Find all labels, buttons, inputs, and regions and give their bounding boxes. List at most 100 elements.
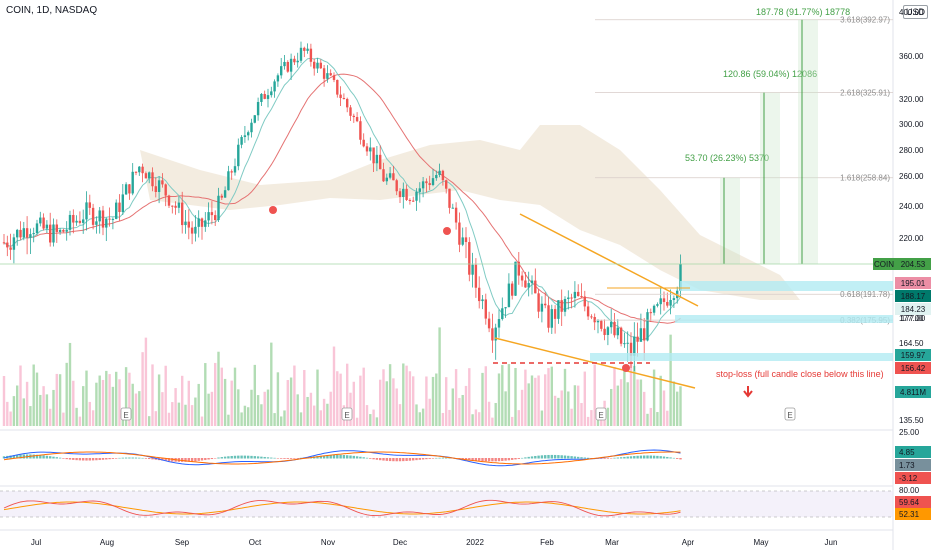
candle-body <box>616 327 619 336</box>
macd-histogram-bar <box>415 458 418 461</box>
candle-body <box>237 144 240 167</box>
volume-bar <box>445 377 448 426</box>
price-label-box <box>895 290 931 302</box>
macd-tick: 1.73 <box>899 461 915 470</box>
volume-bar <box>115 371 118 426</box>
candle-body <box>379 154 382 170</box>
target-label: 187.78 (91.77%) 18778 <box>756 7 850 17</box>
volume-bar <box>2 376 6 426</box>
candle-body <box>606 327 610 335</box>
currency-badge[interactable]: USD <box>903 5 929 19</box>
target-box <box>760 92 780 264</box>
volume-bar <box>359 375 362 426</box>
volume-bar <box>309 392 313 426</box>
candle-body <box>524 280 527 288</box>
volume-bar <box>22 398 25 426</box>
macd-histogram-bar <box>570 456 573 459</box>
volume-bar <box>547 368 550 426</box>
candle-body <box>392 173 395 181</box>
candle-body <box>303 47 306 51</box>
volume-bar <box>613 366 616 426</box>
macd-histogram-bar <box>507 458 511 461</box>
macd-histogram-bar <box>227 456 230 459</box>
price-label-box <box>895 303 931 315</box>
candle-body <box>405 188 408 200</box>
candle-body <box>95 221 98 225</box>
candle-body <box>35 223 39 234</box>
volume-bar <box>679 386 682 426</box>
macd-histogram-bar <box>22 454 25 459</box>
volume-bar <box>184 404 187 426</box>
volume-bar <box>530 375 534 426</box>
macd-histogram-bar <box>362 457 365 459</box>
macd-histogram-bar <box>55 457 58 459</box>
volume-bar <box>283 410 286 426</box>
volume-bar <box>570 408 573 426</box>
macd-histogram-bar <box>438 457 441 459</box>
volume-bar <box>105 370 108 426</box>
candle-body <box>596 320 600 323</box>
candle-body <box>385 177 388 182</box>
candle-body <box>289 58 293 72</box>
stop-loss-note: stop-loss (full candle close below this … <box>716 369 884 379</box>
macd-histogram-bar <box>115 458 118 459</box>
candle-body <box>52 224 55 243</box>
x-tick-label: Feb <box>540 538 554 547</box>
volume-bar <box>138 391 141 426</box>
volume-bar <box>207 393 210 426</box>
volume-bar <box>161 392 164 426</box>
macd-histogram-bar <box>240 455 243 459</box>
volume-bar <box>474 409 478 426</box>
candle-body <box>481 299 484 302</box>
volume-bar <box>299 412 303 426</box>
macd-histogram-bar <box>105 458 108 460</box>
candle-body <box>283 61 286 67</box>
volume-bar <box>540 410 544 426</box>
macd-histogram-bar <box>144 458 148 459</box>
price-label-box <box>895 349 931 361</box>
candle-body <box>296 60 299 63</box>
candle-body <box>25 228 29 238</box>
volume-bar <box>428 398 431 426</box>
macd-histogram-bar <box>210 458 214 460</box>
volume-bar <box>517 410 520 426</box>
volume-bar <box>666 410 669 426</box>
macd-histogram-bar <box>233 455 237 459</box>
volume-bar <box>263 391 266 426</box>
macd-histogram-bar <box>332 454 336 459</box>
volume-bar <box>313 405 316 426</box>
macd-histogram-bar <box>237 455 240 459</box>
macd-histogram-bar <box>633 456 636 459</box>
macd-histogram-bar <box>243 455 247 459</box>
y-tick-label: 280.00 <box>899 146 924 155</box>
candle-body <box>280 66 283 76</box>
candle-body <box>29 234 32 238</box>
candle-body <box>128 184 131 194</box>
candle-body <box>428 183 431 185</box>
candle-body <box>672 298 676 300</box>
volume-bar <box>151 364 154 426</box>
volume-bar <box>610 388 613 426</box>
candle-body <box>550 309 553 328</box>
macd-histogram-bar <box>567 455 570 459</box>
volume-bar <box>49 408 52 426</box>
candle-body <box>398 191 402 198</box>
macd-histogram-bar <box>441 457 445 459</box>
candle-body <box>666 301 669 306</box>
volume-bar <box>276 372 280 426</box>
volume-bar <box>108 374 111 426</box>
macd-histogram-bar <box>35 454 39 459</box>
candle-body <box>42 217 45 229</box>
candle-body <box>649 312 652 314</box>
volume-bar <box>619 379 623 426</box>
macd-histogram-bar <box>260 456 263 459</box>
candle-body <box>352 115 355 118</box>
macd-histogram-bar <box>425 458 428 460</box>
macd-histogram-bar <box>141 457 144 459</box>
volume-bar <box>346 363 349 426</box>
macd-histogram-bar <box>487 458 491 462</box>
symbol-tag-label: COIN <box>874 260 894 269</box>
macd-histogram-bar <box>643 455 646 459</box>
candle-body <box>560 300 563 312</box>
